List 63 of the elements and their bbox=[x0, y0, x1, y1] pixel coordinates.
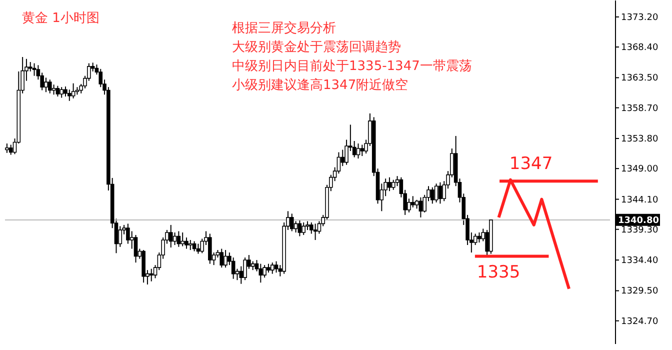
candlestick bbox=[290, 213, 294, 232]
candlestick bbox=[176, 230, 181, 248]
candlestick bbox=[438, 182, 442, 204]
candlestick bbox=[180, 232, 184, 247]
y-tick-label: 1363.50 bbox=[621, 74, 658, 84]
candlestick bbox=[71, 82, 76, 99]
candlestick bbox=[149, 268, 154, 282]
y-tick-label: 1373.20 bbox=[621, 12, 658, 23]
y-tick-label: 1349.00 bbox=[621, 164, 658, 175]
candlestick bbox=[68, 89, 72, 102]
candlestick bbox=[430, 186, 434, 204]
annotation: 小级别建议逢高1347附近做空 bbox=[232, 77, 408, 93]
ref-line-label: 1340.80 bbox=[618, 216, 659, 226]
annotation: 中级别日内目前处于1335-1347一带震荡 bbox=[232, 59, 472, 74]
candlestick bbox=[410, 196, 415, 208]
candlestick bbox=[8, 144, 13, 156]
candlestick bbox=[391, 179, 396, 190]
annotation: 根据三屏交易分析 bbox=[232, 20, 336, 36]
candlestick bbox=[220, 248, 224, 268]
candlestick bbox=[32, 62, 36, 76]
candlestick bbox=[243, 257, 247, 281]
candlestick bbox=[64, 86, 68, 97]
y-tick-label: 1353.80 bbox=[621, 134, 658, 144]
candlestick bbox=[52, 84, 56, 96]
ref-line-label: 1347 bbox=[509, 154, 553, 174]
annotation: 大级别黄金处于震荡回调趋势 bbox=[232, 40, 401, 55]
candlestick bbox=[168, 224, 173, 248]
candlestick bbox=[60, 86, 64, 98]
candlestick bbox=[418, 196, 423, 218]
candlestick bbox=[360, 144, 364, 157]
y-tick-label: 1358.70 bbox=[621, 104, 658, 114]
candlestick bbox=[313, 223, 318, 240]
y-tick-label: 1344.10 bbox=[621, 195, 658, 206]
y-tick-label: 1339.30 bbox=[621, 225, 658, 236]
candlestick bbox=[192, 240, 196, 252]
candlestick bbox=[258, 263, 263, 284]
candlestick bbox=[302, 222, 306, 236]
candlestick bbox=[172, 232, 177, 246]
candlestick bbox=[294, 220, 298, 233]
y-tick-label: 1329.50 bbox=[621, 286, 658, 297]
candlestick bbox=[184, 236, 188, 250]
y-tick-label: 1368.40 bbox=[621, 42, 658, 53]
candlestick bbox=[28, 62, 32, 72]
y-tick-label: 1324.70 bbox=[621, 316, 658, 327]
ref-line-label: 1335 bbox=[476, 262, 520, 282]
candlestick bbox=[434, 183, 438, 203]
text: 黄金 1小时图 bbox=[22, 11, 100, 26]
candlestick bbox=[388, 176, 392, 192]
y-tick-label: 1334.40 bbox=[621, 256, 658, 266]
candlestick bbox=[5, 142, 9, 154]
candlestick bbox=[208, 233, 212, 264]
candlestick bbox=[356, 142, 360, 160]
candlestick bbox=[188, 239, 192, 251]
candlestick bbox=[298, 219, 302, 237]
candlestick bbox=[270, 262, 274, 274]
candlestick bbox=[118, 226, 122, 248]
candlestick bbox=[134, 234, 138, 264]
candlestick bbox=[48, 79, 52, 94]
candlestick bbox=[274, 260, 278, 274]
candlestick bbox=[262, 264, 266, 278]
candlestick bbox=[44, 77, 48, 93]
candlestick bbox=[224, 250, 228, 268]
candlestick bbox=[56, 85, 60, 97]
